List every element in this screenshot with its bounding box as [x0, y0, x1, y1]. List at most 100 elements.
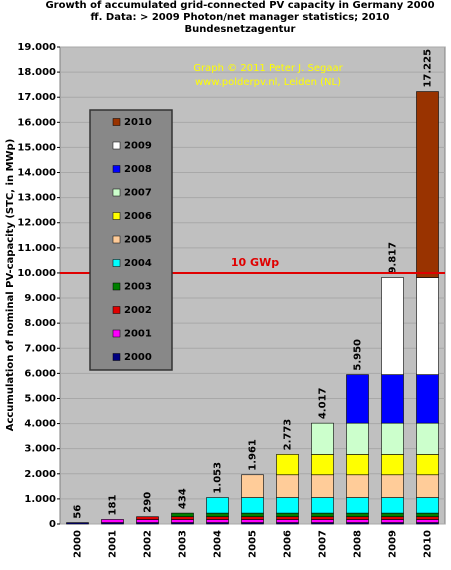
total-label: 2.773 — [283, 419, 294, 451]
x-tick-label: 2001 — [108, 530, 119, 558]
bar-segment — [206, 519, 229, 523]
bar-segment — [311, 474, 334, 498]
x-tick-label: 2006 — [283, 530, 294, 558]
y-axis-label: Accumulation of nominal PV-capacity (STC… — [5, 139, 16, 432]
bar-segment — [311, 519, 334, 523]
x-tick-label: 2004 — [213, 530, 224, 558]
x-tick-label: 2005 — [248, 530, 259, 558]
bar-segment — [241, 519, 264, 523]
title-box: Growth of accumulated grid-connected PV … — [45, 0, 435, 35]
legend-label: 2005 — [124, 235, 152, 246]
y-tick-label: 13.000 — [17, 193, 56, 204]
x-tick-label: 2000 — [73, 530, 84, 558]
y-tick-label: 4.000 — [24, 419, 56, 430]
bar-segment — [416, 422, 439, 455]
legend-swatch — [112, 235, 121, 244]
reference-label: 10 GWp — [231, 256, 279, 269]
bar-segment — [311, 497, 334, 514]
y-tick-label: 18.000 — [17, 67, 56, 78]
bar-segment — [346, 474, 369, 498]
y-tick-label: 15.000 — [17, 142, 56, 153]
bar-segment — [416, 454, 439, 476]
legend-label: 2007 — [124, 188, 152, 199]
bar-segment — [346, 516, 369, 520]
legend-label: 2004 — [124, 258, 152, 269]
bar-segment — [346, 497, 369, 514]
bar-segment — [381, 497, 404, 514]
y-tick-label: 8.000 — [24, 318, 56, 329]
y-tick-label: 9.000 — [24, 293, 56, 304]
x-tick-label: 2002 — [143, 530, 154, 558]
bar-segment — [346, 374, 369, 424]
y-tick-label: 1.000 — [24, 494, 56, 505]
legend-box — [89, 109, 173, 371]
bar-segment — [171, 512, 194, 518]
bar-segment — [276, 516, 299, 520]
y-tick-label: 16.000 — [17, 117, 56, 128]
bar-segment — [241, 516, 264, 520]
bar-segment — [276, 519, 299, 523]
legend-swatch — [112, 282, 121, 291]
legend-label: 2000 — [124, 352, 152, 363]
bar-segment — [311, 516, 334, 520]
bar-segment — [381, 454, 404, 476]
bar-segment — [381, 374, 404, 424]
legend-swatch — [112, 212, 121, 220]
total-label: 290 — [143, 492, 154, 513]
bar-segment — [311, 422, 334, 455]
legend-label: 2001 — [124, 329, 152, 340]
bar-segment — [276, 497, 299, 514]
legend-swatch — [112, 353, 121, 361]
legend-label: 2008 — [124, 164, 152, 175]
bar-segment — [136, 519, 159, 523]
bar-segment — [381, 474, 404, 498]
y-tick-label: 0 — [49, 519, 56, 530]
legend-swatch — [112, 306, 121, 314]
bar-segment — [276, 474, 299, 498]
y-tick-label: 19.000 — [17, 42, 56, 53]
legend-swatch — [112, 188, 121, 197]
legend-swatch — [112, 118, 121, 126]
x-tick-label: 2003 — [178, 530, 189, 558]
total-label: 56 — [73, 505, 84, 519]
bar-segment — [416, 512, 439, 518]
bar-segment — [381, 519, 404, 523]
bar-segment — [416, 497, 439, 514]
y-tick-label: 2.000 — [24, 469, 56, 480]
bar-segment — [136, 516, 159, 520]
bar-segment — [276, 512, 299, 518]
chart-title: Growth of accumulated grid-connected PV … — [45, 0, 435, 35]
bar-segment — [346, 519, 369, 523]
y-tick-label: 5.000 — [24, 393, 56, 404]
bar-segment — [346, 454, 369, 476]
legend-label: 2003 — [124, 282, 152, 293]
y-tick-label: 12.000 — [17, 218, 56, 229]
bar-segment — [171, 519, 194, 523]
y-tick-label: 3.000 — [24, 444, 56, 455]
total-label: 181 — [108, 495, 119, 516]
legend-label: 2002 — [124, 305, 152, 316]
bar-segment — [381, 277, 404, 375]
y-tick-label: 7.000 — [24, 343, 56, 354]
bar-segment — [416, 516, 439, 520]
bar-segment — [416, 474, 439, 498]
total-label: 1.961 — [248, 439, 259, 471]
legend-label: 2006 — [124, 211, 152, 222]
bar-segment — [416, 277, 439, 375]
annotation: Graph © 2011 Peter J. Segaar — [193, 63, 343, 74]
bar-segment — [381, 422, 404, 455]
bar-segment — [311, 512, 334, 518]
total-label: 1.053 — [213, 462, 224, 494]
y-tick-label: 17.000 — [17, 92, 56, 103]
bar-segment — [66, 522, 89, 525]
bar-segment — [171, 516, 194, 520]
bar-segment — [206, 497, 229, 514]
bar-segment — [311, 454, 334, 476]
bar-segment — [381, 516, 404, 520]
y-tick-label: 14.000 — [17, 168, 56, 179]
x-tick-label: 2008 — [353, 530, 364, 558]
bar-segment — [276, 454, 299, 476]
total-label: 5.950 — [353, 339, 364, 371]
bar-segment — [241, 497, 264, 514]
